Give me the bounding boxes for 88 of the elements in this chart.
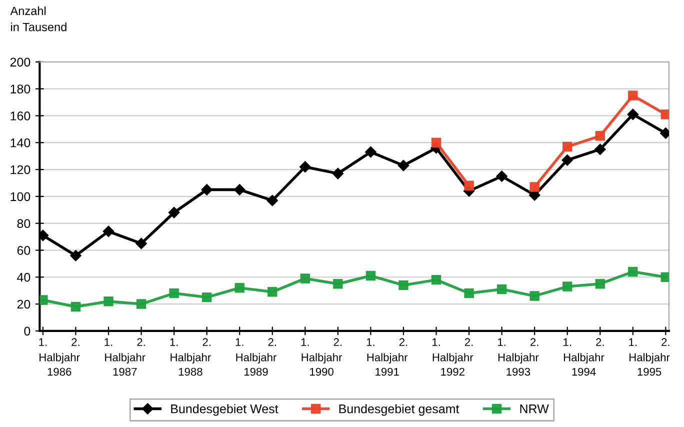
text: Halbjahr 1992 xyxy=(432,353,474,376)
x-tick-label: 2. xyxy=(596,338,604,346)
point xyxy=(464,180,474,191)
point xyxy=(530,291,540,301)
x-tick-label: 1. xyxy=(366,338,374,346)
point xyxy=(333,278,343,289)
point xyxy=(628,266,638,277)
point xyxy=(201,184,212,196)
x-tick-label: 1. xyxy=(498,338,506,346)
point xyxy=(496,170,508,182)
point xyxy=(168,206,180,218)
point xyxy=(202,292,212,302)
point xyxy=(496,284,507,294)
x-tick-label: 2. xyxy=(530,338,538,346)
x-tick-label: 1. xyxy=(301,338,309,346)
point xyxy=(136,299,146,309)
point xyxy=(562,154,573,166)
y-tick-label: 20 xyxy=(17,300,30,309)
point xyxy=(332,168,344,180)
text: Halbjahr 1986 xyxy=(40,353,80,376)
point xyxy=(628,90,638,100)
y-tick-label: 140 xyxy=(10,138,30,148)
point xyxy=(300,274,310,284)
point xyxy=(268,287,278,297)
point xyxy=(104,296,114,306)
point xyxy=(136,238,147,250)
point xyxy=(562,282,572,292)
point xyxy=(562,142,572,152)
y-tick-label: 120 xyxy=(10,165,30,174)
legend-label: Bundesgebiet West xyxy=(171,404,278,416)
x-tick-label: 1. xyxy=(170,338,178,346)
x-tick-label: 1. xyxy=(104,338,112,346)
text: Halbjahr 1989 xyxy=(236,353,276,376)
point xyxy=(70,250,82,262)
point xyxy=(102,226,114,237)
point xyxy=(234,283,244,293)
legend-label: NRW xyxy=(520,404,549,414)
x-tick-label: 2. xyxy=(464,338,473,346)
text: Halbjahr 1990 xyxy=(302,353,342,376)
point xyxy=(594,144,606,155)
y-tick-label: 180 xyxy=(10,84,30,94)
legend-label: Bundesgebiet gesamt xyxy=(339,404,460,416)
point xyxy=(169,288,179,298)
x-tick-label: 1. xyxy=(629,338,637,346)
point xyxy=(530,182,540,192)
point xyxy=(234,184,246,196)
y-tick-label: 100 xyxy=(10,192,30,202)
text: Halbjahr 1987 xyxy=(105,353,146,376)
point xyxy=(70,302,81,312)
x-tick-label: 2. xyxy=(334,338,342,346)
point xyxy=(398,280,408,290)
y-axis-title: Anzahl in Tausend xyxy=(10,6,66,32)
y-tick-label: 40 xyxy=(17,272,30,282)
point xyxy=(528,189,540,201)
x-tick-label: 1. xyxy=(236,338,244,346)
text: Halbjahr 1993 xyxy=(498,353,539,376)
text: Halbjahr 1988 xyxy=(170,353,211,376)
point xyxy=(366,270,376,281)
point xyxy=(398,160,410,172)
point xyxy=(595,131,605,141)
x-tick-label: 2. xyxy=(137,338,145,346)
text: Halbjahr 1995 xyxy=(630,353,670,376)
point xyxy=(300,161,311,172)
point xyxy=(40,295,48,305)
point xyxy=(660,110,669,120)
x-tick-label: 2. xyxy=(268,338,276,346)
point xyxy=(660,272,669,282)
point xyxy=(595,278,605,289)
point xyxy=(266,194,278,206)
text: Halbjahr 1991 xyxy=(367,353,408,376)
x-tick-label: 1. xyxy=(432,338,440,346)
y-tick-label: 160 xyxy=(10,112,30,120)
x-tick-label: 1. xyxy=(564,338,571,346)
point xyxy=(431,138,442,148)
x-tick-label: 2. xyxy=(399,338,408,346)
x-tick-label: 2. xyxy=(202,338,210,346)
y-tick-label: 0 xyxy=(24,326,30,336)
y-tick-label: 60 xyxy=(17,246,30,255)
x-tick-label: 2. xyxy=(662,338,670,346)
text: Halbjahr 1994 xyxy=(564,353,604,376)
point xyxy=(627,108,639,120)
point xyxy=(464,288,474,298)
x-tick-label: 1. xyxy=(39,338,47,346)
y-tick-label: 80 xyxy=(17,219,30,228)
point xyxy=(365,146,376,158)
y-tick-label: 200 xyxy=(10,58,30,67)
x-tick-label: 2. xyxy=(72,338,80,346)
point xyxy=(431,274,442,285)
